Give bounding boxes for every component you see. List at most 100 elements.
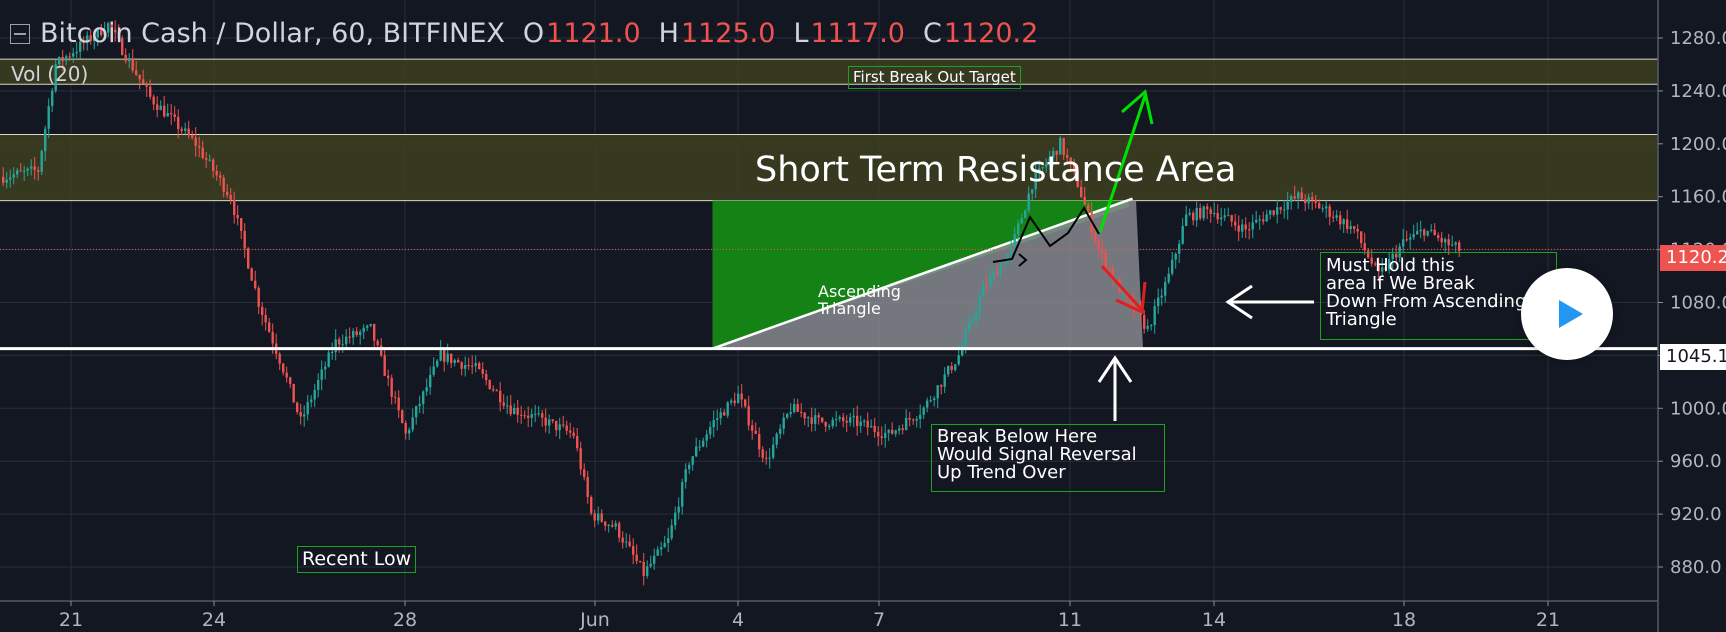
candle-body [254,280,257,289]
candle-body [457,359,460,363]
low-value-group: L 1117.0 [793,18,905,49]
candle-body [1003,263,1006,265]
candle-body [1178,243,1181,254]
candle-body [131,58,134,71]
candle-body [166,113,169,117]
candle-body [1290,196,1293,202]
candle-body [1038,168,1041,173]
candle-body [1276,207,1279,215]
candle-body [296,402,299,412]
candle-body [908,417,911,420]
candle-body [681,481,684,507]
candle-body [467,365,470,367]
candle-body [485,373,488,380]
candle-body [37,169,40,172]
candle-body [649,563,652,567]
candle-body [1405,239,1408,241]
candle-body [1087,204,1090,212]
candle-body [1122,290,1125,294]
candle-body [954,364,957,370]
candle-body [86,35,89,44]
candle-body [544,417,547,426]
candle-body [1349,226,1352,230]
triangle-label-line-2: Triangle [818,298,881,318]
candle-body [450,353,453,363]
candle-body [943,374,946,387]
candle-body [2,176,5,183]
candle-body [1188,212,1191,215]
candle-body [632,546,635,555]
candle-body [1356,228,1359,232]
candle-body [138,74,141,80]
candle-body [187,128,190,136]
candle-body [1150,325,1153,327]
candle-body [936,385,939,399]
candle-body [415,406,418,418]
candle-body [513,407,516,415]
candlestick-series [2,20,1461,586]
x-tick-label: 11 [1058,609,1082,631]
x-tick-label: 14 [1202,609,1226,631]
candle-body [1017,223,1020,235]
ascending-triangle [712,197,1143,350]
breakout-arrow [1098,95,1147,233]
break-below-line-2: Would Signal Reversal [937,444,1137,465]
candle-body [110,23,113,30]
candle-body [23,170,26,172]
candle-body [1241,224,1244,232]
candle-body [621,537,624,543]
candle-body [383,355,386,376]
volume-indicator-label[interactable]: Vol (20) [11,62,89,86]
candle-body [1041,167,1044,169]
collapse-icon[interactable] [10,23,30,44]
candle-body [1115,278,1118,280]
candle-body [170,113,173,115]
candle-body [1167,273,1170,283]
candle-body [744,399,747,407]
candle-body [523,415,526,417]
candle-body [520,414,523,416]
candle-body [271,332,274,344]
play-video-button[interactable] [1521,268,1613,360]
candle-body [1108,268,1111,270]
candle-body [194,137,197,147]
candle-body [782,417,785,429]
candle-body [1304,199,1307,204]
candle-body [961,345,964,356]
x-tick-label: 18 [1392,609,1416,631]
candle-body [625,541,628,543]
candle-body [933,398,936,400]
candle-body [1223,215,1226,218]
candle-body [334,339,337,352]
open-value: 1121.0 [546,18,641,49]
candle-body [1262,219,1265,222]
candle-body [422,391,425,405]
candle-body [551,419,554,421]
candle-body [705,434,708,441]
candle-body [145,83,148,87]
candle-body [19,170,22,172]
candle-body [177,117,180,129]
candle-body [1111,268,1114,280]
candle-body [558,424,561,431]
candle-body [247,248,250,269]
candle-body [159,105,162,110]
candle-body [702,440,705,447]
candle-body [691,456,694,465]
y-tick-label: 920.0 [1670,504,1722,525]
candle-body [1423,229,1426,236]
ascending-trendline [712,197,1133,350]
symbol-title[interactable]: Bitcoin Cash / Dollar, 60, BITFINEX [40,18,505,49]
candle-body [5,179,8,183]
candle-body [957,355,960,365]
candle-body [1419,229,1422,232]
candle-body [768,457,771,459]
candle-body [1430,229,1433,231]
candle-body [79,41,82,52]
candle-body [1083,196,1086,205]
candle-body [355,331,358,336]
x-tick-label: 28 [393,609,417,631]
candle-body [579,448,582,470]
candle-body [373,323,376,341]
